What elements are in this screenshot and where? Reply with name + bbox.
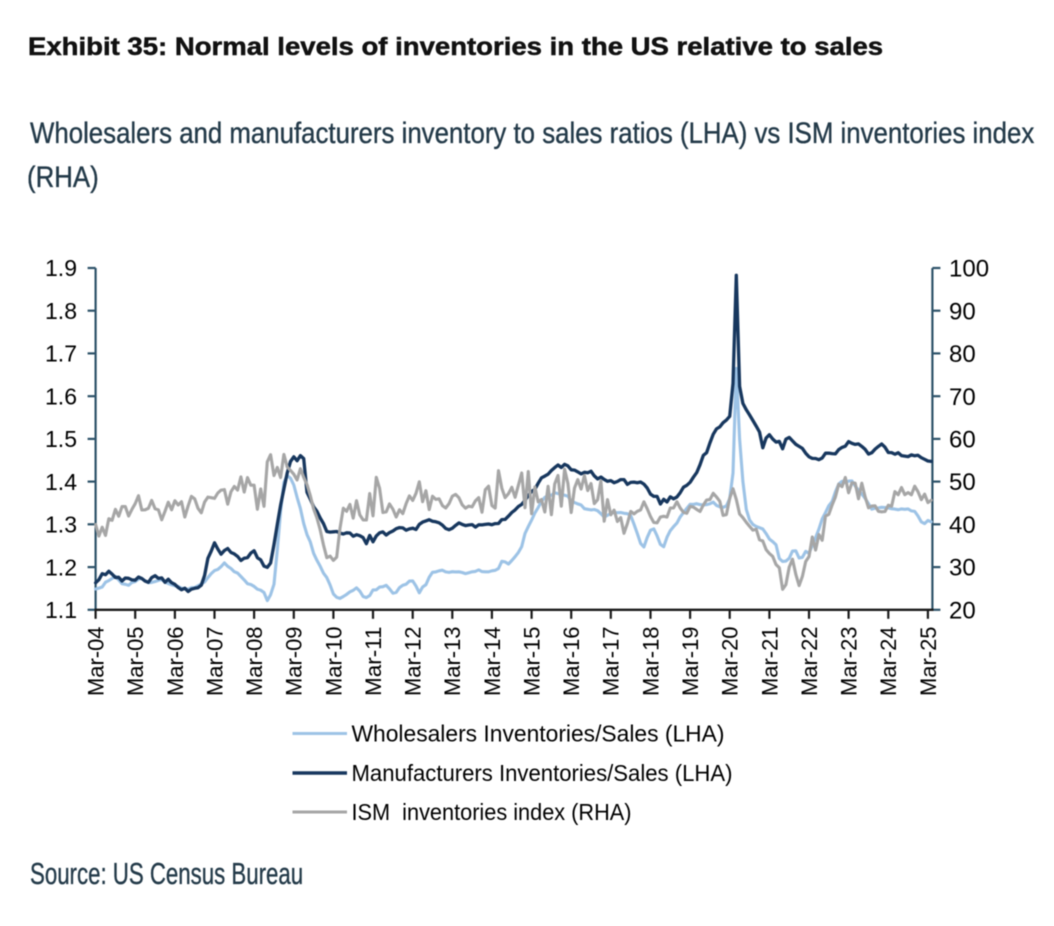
svg-text:Mar-06: Mar-06: [163, 627, 188, 697]
svg-text:1.7: 1.7: [45, 341, 77, 367]
svg-text:Mar-15: Mar-15: [520, 627, 545, 697]
svg-text:ISM inventories index (RHA): ISM inventories index (RHA): [352, 799, 632, 825]
svg-text:Mar-09: Mar-09: [282, 627, 307, 697]
svg-text:Mar-22: Mar-22: [797, 627, 822, 697]
svg-text:1.1: 1.1: [45, 597, 77, 623]
svg-text:Mar-20: Mar-20: [718, 627, 743, 697]
svg-text:Mar-04: Mar-04: [84, 627, 109, 697]
svg-text:1.9: 1.9: [45, 255, 77, 281]
svg-text:Mar-24: Mar-24: [876, 627, 901, 697]
svg-text:1.5: 1.5: [45, 426, 77, 452]
svg-text:Mar-25: Mar-25: [916, 627, 941, 697]
svg-text:Mar-14: Mar-14: [480, 627, 505, 697]
svg-text:60: 60: [949, 427, 976, 454]
svg-text:80: 80: [949, 341, 976, 368]
svg-text:Mar-07: Mar-07: [202, 627, 227, 697]
svg-text:40: 40: [949, 512, 976, 539]
svg-text:90: 90: [949, 298, 976, 325]
svg-text:20: 20: [949, 597, 976, 624]
svg-text:70: 70: [949, 384, 976, 411]
svg-text:Mar-19: Mar-19: [678, 627, 703, 697]
svg-text:Mar-05: Mar-05: [123, 627, 148, 697]
svg-text:1.4: 1.4: [45, 469, 77, 495]
svg-text:Mar-13: Mar-13: [440, 627, 465, 697]
svg-text:50: 50: [949, 469, 976, 496]
svg-text:Mar-16: Mar-16: [559, 627, 584, 697]
svg-text:Manufacturers Inventories/Sale: Manufacturers Inventories/Sales (LHA): [352, 760, 733, 786]
svg-text:Mar-21: Mar-21: [757, 627, 782, 697]
svg-text:Mar-08: Mar-08: [242, 627, 267, 697]
svg-text:Mar-11: Mar-11: [361, 627, 386, 697]
svg-text:Mar-12: Mar-12: [401, 627, 426, 697]
svg-text:Mar-10: Mar-10: [321, 627, 346, 697]
svg-text:100: 100: [949, 256, 989, 283]
svg-text:30: 30: [949, 555, 976, 582]
svg-text:Wholesalers Inventories/Sales: Wholesalers Inventories/Sales (LHA): [352, 721, 725, 747]
svg-text:Mar-23: Mar-23: [837, 627, 862, 697]
svg-text:Mar-18: Mar-18: [638, 627, 663, 697]
svg-text:1.8: 1.8: [45, 298, 77, 324]
svg-text:Mar-17: Mar-17: [599, 627, 624, 697]
svg-text:1.2: 1.2: [45, 554, 77, 580]
svg-text:1.6: 1.6: [45, 383, 77, 409]
svg-text:1.3: 1.3: [45, 512, 77, 538]
